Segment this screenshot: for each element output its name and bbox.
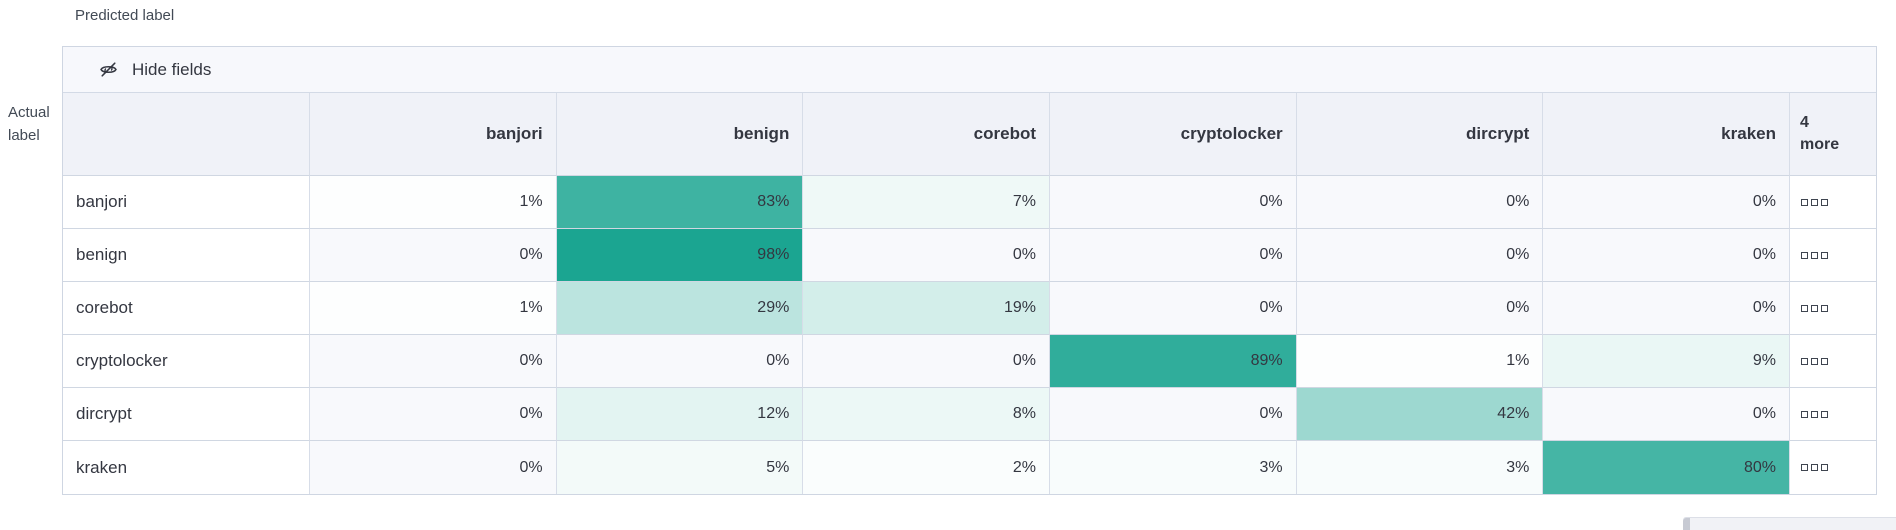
cell-banjori-corebot[interactable]: 7% (803, 176, 1050, 229)
cell-cryptolocker-corebot[interactable]: 0% (803, 335, 1050, 388)
column-header-benign[interactable]: benign (556, 93, 804, 176)
cell-dircrypt-dircrypt[interactable]: 42% (1296, 388, 1544, 441)
row-actions-cell-benign[interactable] (1790, 229, 1876, 282)
cell-benign-cryptolocker[interactable]: 0% (1050, 229, 1297, 282)
row-actions-cell-banjori[interactable] (1790, 176, 1876, 229)
cell-corebot-banjori[interactable]: 1% (310, 282, 557, 335)
column-header-cryptolocker[interactable]: cryptolocker (1050, 93, 1297, 176)
cell-banjori-benign[interactable]: 83% (556, 176, 804, 229)
confusion-matrix-grid: banjori benign corebot cryptolocker dircrypt… (63, 93, 1876, 494)
cell-benign-banjori[interactable]: 0% (310, 229, 557, 282)
cell-benign-kraken[interactable]: 0% (1543, 229, 1790, 282)
cell-corebot-cryptolocker[interactable]: 0% (1050, 282, 1297, 335)
cell-cryptolocker-benign[interactable]: 0% (556, 335, 804, 388)
hide-fields-button[interactable]: Hide fields (63, 47, 1876, 93)
row-actions-cell-dircrypt[interactable] (1790, 388, 1876, 441)
cell-cryptolocker-dircrypt[interactable]: 1% (1296, 335, 1544, 388)
more-column-count: 4 (1800, 114, 1809, 131)
cell-kraken-kraken[interactable]: 80% (1543, 441, 1790, 494)
boxes-horizontal-icon (1801, 357, 1828, 365)
eye-closed-icon (98, 59, 119, 80)
boxes-horizontal-icon (1801, 251, 1828, 259)
cell-banjori-banjori[interactable]: 1% (310, 176, 557, 229)
cell-kraken-cryptolocker[interactable]: 3% (1050, 441, 1297, 494)
actual-axis-label-line1: Actual (8, 104, 50, 121)
cell-benign-benign[interactable]: 98% (556, 229, 804, 282)
column-header-dircrypt[interactable]: dircrypt (1296, 93, 1544, 176)
cell-dircrypt-kraken[interactable]: 0% (1543, 388, 1790, 441)
hide-fields-label: Hide fields (132, 59, 212, 79)
boxes-horizontal-icon (1801, 464, 1828, 471)
corner-header-cell (63, 93, 310, 176)
cell-dircrypt-banjori[interactable]: 0% (310, 388, 557, 441)
row-label-dircrypt[interactable]: dircrypt (63, 388, 310, 441)
row-actions-cell-cryptolocker[interactable] (1790, 335, 1876, 388)
cell-kraken-corebot[interactable]: 2% (803, 441, 1050, 494)
boxes-horizontal-icon (1801, 304, 1828, 312)
cell-dircrypt-corebot[interactable]: 8% (803, 388, 1050, 441)
column-header-kraken[interactable]: kraken (1543, 93, 1790, 176)
actual-axis-label: Actual label (8, 101, 58, 147)
actual-axis-label-line2: label (8, 127, 40, 144)
boxes-horizontal-icon (1801, 410, 1828, 418)
cell-banjori-dircrypt[interactable]: 0% (1296, 176, 1544, 229)
cell-kraken-dircrypt[interactable]: 3% (1296, 441, 1544, 494)
row-label-kraken[interactable]: kraken (63, 441, 310, 494)
cell-banjori-kraken[interactable]: 0% (1543, 176, 1790, 229)
confusion-matrix-panel: Hide fields banjori benign corebot cryptolo… (62, 46, 1877, 495)
cell-cryptolocker-banjori[interactable]: 0% (310, 335, 557, 388)
more-column-label: more (1800, 136, 1840, 153)
scrollbar-thumb[interactable] (1683, 518, 1690, 530)
cell-corebot-corebot[interactable]: 19% (803, 282, 1050, 335)
cell-kraken-banjori[interactable]: 0% (310, 441, 557, 494)
cell-banjori-cryptolocker[interactable]: 0% (1050, 176, 1297, 229)
cell-cryptolocker-kraken[interactable]: 9% (1543, 335, 1790, 388)
column-header-banjori[interactable]: banjori (310, 93, 557, 176)
cell-kraken-benign[interactable]: 5% (556, 441, 804, 494)
cell-corebot-dircrypt[interactable]: 0% (1296, 282, 1544, 335)
row-label-benign[interactable]: benign (63, 229, 310, 282)
row-actions-cell-corebot[interactable] (1790, 282, 1876, 335)
column-header-more[interactable]: 4 more (1790, 93, 1876, 176)
cell-corebot-kraken[interactable]: 0% (1543, 282, 1790, 335)
row-label-corebot[interactable]: corebot (63, 282, 310, 335)
row-actions-cell-kraken[interactable] (1790, 441, 1876, 494)
column-header-corebot[interactable]: corebot (803, 93, 1050, 176)
row-label-cryptolocker[interactable]: cryptolocker (63, 335, 310, 388)
cell-cryptolocker-cryptolocker[interactable]: 89% (1050, 335, 1297, 388)
cell-dircrypt-benign[interactable]: 12% (556, 388, 804, 441)
cell-benign-corebot[interactable]: 0% (803, 229, 1050, 282)
boxes-horizontal-icon (1801, 198, 1828, 206)
cell-corebot-benign[interactable]: 29% (556, 282, 804, 335)
predicted-axis-label: Predicted label (75, 7, 175, 24)
row-label-banjori[interactable]: banjori (63, 176, 310, 229)
cell-benign-dircrypt[interactable]: 0% (1296, 229, 1544, 282)
cell-dircrypt-cryptolocker[interactable]: 0% (1050, 388, 1297, 441)
